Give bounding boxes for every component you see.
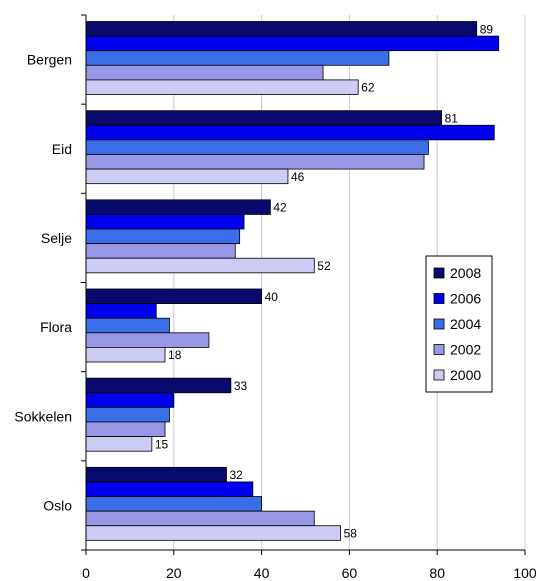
x-tick-label: 80 bbox=[429, 565, 445, 581]
category-label: Bergen bbox=[27, 52, 72, 68]
bar-2008 bbox=[85, 21, 478, 37]
bar-2004 bbox=[85, 228, 241, 245]
legend-swatch-2002 bbox=[433, 344, 445, 355]
bar-2004 bbox=[85, 50, 390, 66]
data-label: 33 bbox=[234, 379, 248, 393]
bar-2002 bbox=[85, 510, 315, 527]
bar-2000 bbox=[85, 346, 166, 363]
bar-2004 bbox=[85, 139, 429, 155]
x-tick-label: 60 bbox=[342, 565, 358, 581]
legend: 2008 2006 2004 2002 2000 bbox=[425, 255, 493, 393]
data-label: 89 bbox=[480, 22, 494, 36]
bars bbox=[85, 21, 500, 541]
x-tick-label: 0 bbox=[82, 565, 90, 581]
bar-2006 bbox=[85, 481, 254, 497]
bar-2002 bbox=[85, 243, 236, 259]
bar-2008 bbox=[85, 466, 227, 483]
data-label: 18 bbox=[168, 348, 182, 362]
data-label: 42 bbox=[273, 201, 287, 215]
bar-2006 bbox=[85, 35, 500, 52]
data-label: 32 bbox=[229, 468, 243, 482]
category-label: Flora bbox=[40, 319, 72, 335]
bar-2000 bbox=[85, 257, 315, 274]
bar-2004 bbox=[85, 496, 263, 512]
bar-2004 bbox=[85, 406, 170, 423]
legend-swatch-2006 bbox=[433, 293, 445, 304]
bar-2000 bbox=[85, 79, 359, 95]
x-tick-label: 100 bbox=[513, 565, 537, 581]
bar-2006 bbox=[85, 214, 245, 230]
bar-2002 bbox=[85, 154, 425, 170]
category-label: Sokkelen bbox=[14, 408, 72, 424]
data-label: 62 bbox=[361, 81, 375, 95]
bar-2000 bbox=[85, 168, 289, 185]
bar-2000 bbox=[85, 525, 342, 541]
bar-2008 bbox=[85, 110, 442, 126]
bar-2002 bbox=[85, 64, 324, 81]
bar-2006 bbox=[85, 303, 157, 319]
bar-2008 bbox=[85, 288, 263, 305]
data-label: 46 bbox=[291, 170, 305, 184]
legend-label: 2004 bbox=[450, 316, 481, 332]
bar-2000 bbox=[85, 436, 153, 452]
legend-swatch-2000 bbox=[433, 369, 445, 381]
bar-2006 bbox=[85, 124, 495, 141]
legend-label: 2008 bbox=[450, 265, 481, 281]
legend-swatch-2008 bbox=[433, 267, 445, 279]
bar-2004 bbox=[85, 317, 170, 334]
grid-lines bbox=[173, 15, 526, 550]
bar-2008 bbox=[85, 199, 271, 215]
legend-label: 2000 bbox=[450, 367, 481, 383]
category-label: Oslo bbox=[43, 497, 72, 513]
legend-label: 2006 bbox=[450, 291, 481, 307]
data-label: 40 bbox=[265, 290, 279, 304]
labels: Bergen 89 62 Eid 81 46 Selje 42 52 Flora 40 18 Sokke… bbox=[14, 22, 493, 540]
bar-2002 bbox=[85, 421, 166, 437]
x-tick-label: 40 bbox=[254, 565, 270, 581]
axes: 0 20 40 60 80 100 bbox=[81, 14, 537, 581]
category-label: Eid bbox=[52, 141, 72, 157]
data-label: 58 bbox=[344, 527, 358, 541]
legend-swatch-2004 bbox=[433, 318, 445, 330]
data-label: 15 bbox=[155, 437, 169, 451]
bar-2006 bbox=[85, 392, 175, 408]
x-tick-label: 20 bbox=[166, 565, 182, 581]
bar-2008 bbox=[85, 377, 232, 394]
bar-2002 bbox=[85, 332, 210, 348]
legend-label: 2002 bbox=[450, 342, 481, 358]
data-label: 81 bbox=[445, 111, 459, 125]
data-label: 52 bbox=[317, 259, 331, 273]
category-label: Selje bbox=[41, 230, 72, 246]
